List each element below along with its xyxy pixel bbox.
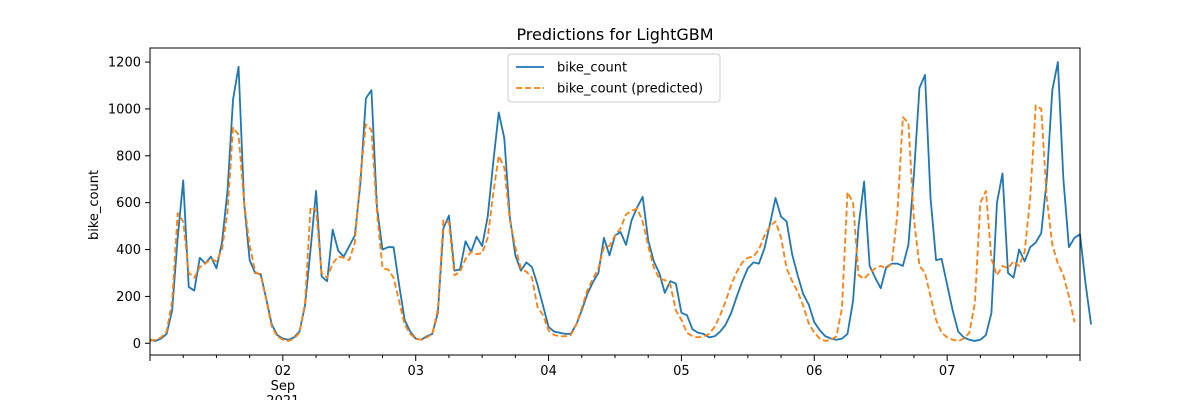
series-group: [149, 61, 1092, 342]
x-tick-label: 07: [939, 364, 956, 379]
y-axis: 0 200 400 600 800 1000 1200: [108, 56, 150, 352]
y-tick-label: 400: [116, 243, 141, 258]
y-tick-label: 200: [116, 290, 141, 305]
x-tick-label: 03: [407, 364, 424, 379]
x-tick-sublabel-month: Sep: [271, 379, 296, 394]
x-tick-sublabel-year: 2021: [266, 394, 299, 400]
series-line-predicted: [149, 104, 1076, 342]
x-tick-label: 06: [806, 364, 823, 379]
y-tick-label: 600: [116, 196, 141, 211]
y-tick-label: 800: [116, 149, 141, 164]
legend-label: bike_count: [557, 61, 627, 76]
y-axis-label: bike_count: [87, 170, 102, 240]
y-tick-label: 1200: [108, 56, 141, 71]
plot-area-frame: [149, 47, 1081, 356]
chart-title: Predictions for LightGBM: [516, 25, 713, 44]
series-line-actual: [149, 61, 1092, 342]
legend-box: [507, 53, 721, 103]
y-tick-label: 0: [133, 337, 141, 352]
legend: bike_count bike_count (predicted): [507, 53, 721, 103]
x-tick-label: 02: [275, 364, 292, 379]
y-tick-label: 1000: [108, 102, 141, 117]
x-axis: 02Sep2021 03 04 05 06 07: [149, 355, 1081, 400]
legend-label: bike_count (predicted): [557, 82, 703, 97]
x-tick-label: 04: [540, 364, 557, 379]
x-tick-label: 05: [673, 364, 690, 379]
